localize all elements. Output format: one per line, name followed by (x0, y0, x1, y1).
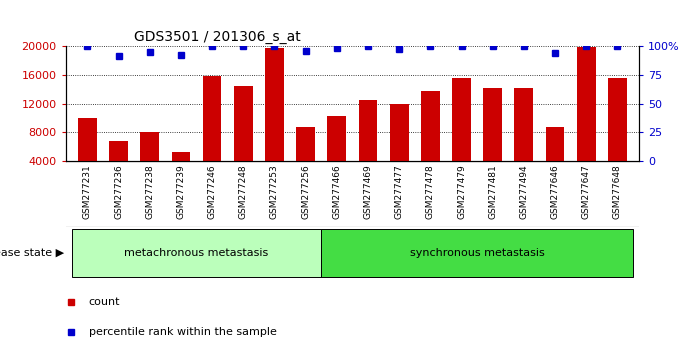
Text: GSM277469: GSM277469 (363, 164, 372, 219)
Text: GSM277478: GSM277478 (426, 164, 435, 219)
Text: GSM277494: GSM277494 (520, 164, 529, 219)
Bar (483, 88, 502, 161)
Bar (577, 47, 596, 161)
Bar (608, 78, 627, 161)
Bar (515, 88, 533, 161)
Bar (171, 153, 190, 161)
Text: GSM277479: GSM277479 (457, 164, 466, 219)
Text: GSM277256: GSM277256 (301, 164, 310, 219)
Text: GSM277647: GSM277647 (582, 164, 591, 219)
Text: percentile rank within the sample: percentile rank within the sample (88, 327, 276, 337)
Text: GSM277481: GSM277481 (488, 164, 498, 219)
Text: synchronous metastasis: synchronous metastasis (410, 248, 545, 258)
Text: GSM277648: GSM277648 (613, 164, 622, 219)
Text: GSM277466: GSM277466 (332, 164, 341, 219)
Bar (546, 127, 565, 161)
Text: GSM277246: GSM277246 (207, 164, 217, 219)
Text: count: count (88, 297, 120, 307)
Text: GDS3501 / 201306_s_at: GDS3501 / 201306_s_at (135, 30, 301, 44)
Text: GSM277236: GSM277236 (114, 164, 123, 219)
Text: GSM277248: GSM277248 (239, 164, 248, 219)
Bar (452, 78, 471, 161)
Bar (421, 91, 439, 161)
FancyBboxPatch shape (321, 229, 633, 277)
Bar (234, 86, 253, 161)
Bar (296, 127, 315, 161)
Text: GSM277239: GSM277239 (176, 164, 185, 219)
Bar (109, 141, 128, 161)
Bar (390, 103, 408, 161)
Bar (328, 116, 346, 161)
Text: disease state ▶: disease state ▶ (0, 248, 64, 258)
Bar (265, 48, 284, 161)
Text: GSM277646: GSM277646 (551, 164, 560, 219)
Bar (202, 75, 222, 161)
Text: metachronous metastasis: metachronous metastasis (124, 248, 269, 258)
Text: GSM277238: GSM277238 (145, 164, 154, 219)
Text: GSM277231: GSM277231 (83, 164, 92, 219)
Bar (140, 132, 159, 161)
FancyBboxPatch shape (72, 229, 321, 277)
Bar (359, 100, 377, 161)
Text: GSM277253: GSM277253 (270, 164, 279, 219)
Text: GSM277477: GSM277477 (395, 164, 404, 219)
Bar (78, 118, 97, 161)
